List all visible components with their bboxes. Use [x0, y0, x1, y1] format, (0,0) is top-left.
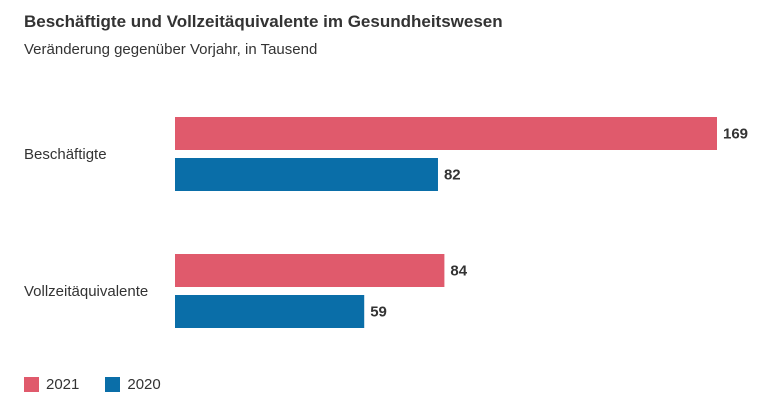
legend-label-2021: 2021 [46, 376, 80, 393]
legend-label-2020: 2020 [127, 376, 161, 393]
data-label-2021-0: 169 [723, 126, 748, 143]
legend-swatch-2021 [24, 377, 39, 392]
chart-title: Beschäftigte und Vollzeitäquivalente im … [24, 12, 503, 31]
legend-item-2020: 2020 [105, 376, 161, 393]
bar-2021-0 [175, 117, 717, 150]
data-label-2021-1: 84 [450, 263, 467, 280]
bar-2020-1 [175, 295, 365, 328]
bar-2020-0 [175, 158, 438, 191]
chart-subtitle: Veränderung gegenüber Vorjahr, in Tausen… [24, 41, 318, 58]
legend: 2021 2020 [24, 376, 187, 393]
category-label-0: Beschäftigte [24, 146, 107, 163]
legend-item-2021: 2021 [24, 376, 79, 393]
category-label-1: Vollzeitäquivalente [24, 283, 148, 300]
bar-chart: Beschäftigte 169 82 Vollzeitäquivalente 84 59 [24, 117, 748, 328]
legend-swatch-2020 [105, 377, 121, 392]
data-label-2020-1: 59 [370, 304, 387, 321]
bar-2021-1 [175, 254, 445, 287]
data-label-2020-0: 82 [444, 167, 461, 184]
